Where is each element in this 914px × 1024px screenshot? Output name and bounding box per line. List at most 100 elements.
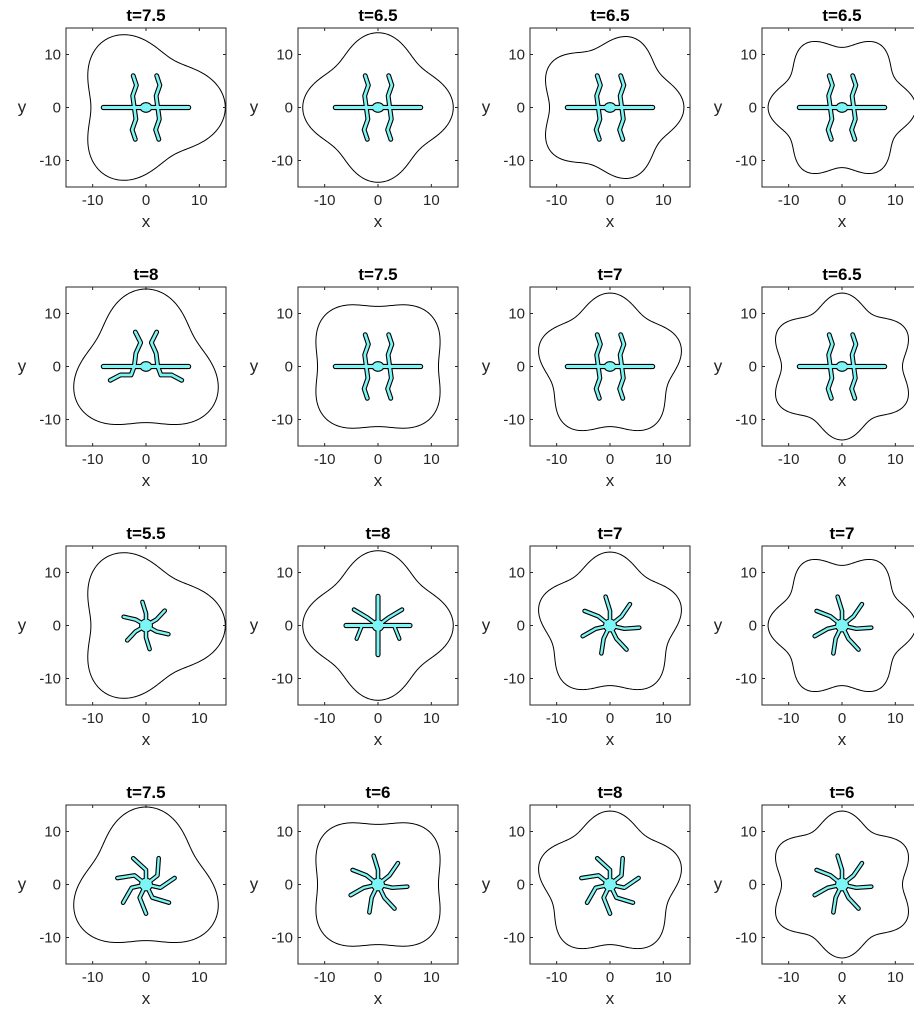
y-tick-label: 0 [53,359,61,376]
x-tick-label: 0 [838,710,846,727]
y-tick-label: 0 [517,100,525,117]
inner-crystal [579,855,641,916]
x-tick-label: 10 [423,710,440,727]
crystal-core [836,878,848,891]
plot-area [73,806,219,944]
x-axis-label: x [142,471,151,490]
outer-boundary-line [73,806,219,944]
crystal-core [140,878,152,891]
y-tick-label: -10 [735,153,757,170]
panel-14: t=6 -10 0 10 -10 0 10 x y [250,783,459,1008]
x-tick-label: 0 [374,192,382,209]
y-axis-label: y [250,875,259,894]
plot-area [73,288,219,426]
y-tick-label: -10 [503,153,525,170]
outer-boundary-line [315,304,441,429]
crystal-branch [595,74,602,109]
x-axis-label: x [838,471,847,490]
x-tick-label: -10 [82,192,104,209]
y-tick-label: 0 [53,877,61,894]
x-tick-label: 0 [374,710,382,727]
x-tick-label: 10 [655,451,672,468]
x-axis-label: x [606,212,615,231]
crystal-branch [149,330,160,368]
y-tick-label: 10 [44,824,61,841]
inner-crystal [796,73,888,142]
y-tick-label: 10 [276,47,293,64]
y-tick-label: 0 [517,359,525,376]
inner-crystal [100,329,192,383]
panel-title: t=6.5 [358,6,397,25]
x-tick-label: -10 [778,451,800,468]
x-tick-label: 10 [423,969,440,986]
outer-boundary-line [315,822,441,947]
outer-boundary-line [302,550,454,701]
x-tick-label: -10 [314,451,336,468]
y-tick-label: 0 [517,877,525,894]
y-axis-label: y [18,875,27,894]
x-tick-label: 0 [142,969,150,986]
x-tick-label: -10 [82,969,104,986]
outer-boundary-line [545,36,685,179]
panel-title: t=8 [133,265,158,284]
crystal-branch [386,106,393,141]
panel-4: t=6.5 -10 0 10 -10 0 10 x y [714,6,914,231]
x-tick-label: 10 [191,969,208,986]
y-axis-label: y [18,616,27,635]
panel-7: t=7 -10 0 10 -10 0 10 x y [482,265,691,490]
crystal-branch [850,106,857,141]
crystal-branch [362,365,370,400]
y-tick-label: 10 [44,47,61,64]
crystal-branch [850,74,858,109]
x-tick-label: 0 [838,451,846,468]
inner-crystal [121,599,171,652]
x-axis-label: x [838,212,847,231]
y-tick-label: -10 [271,153,293,170]
crystal-branch [618,333,626,368]
inner-crystal [580,594,642,656]
y-tick-label: 10 [508,306,525,323]
crystal-branch [362,106,370,141]
crystal-branch [618,74,626,109]
y-tick-label: -10 [735,930,757,947]
outer-boundary-line [87,552,226,699]
crystal-core [836,362,848,371]
crystal-core [604,878,616,891]
plot-area [545,36,685,179]
plot-area [538,292,682,432]
x-tick-label: 10 [191,192,208,209]
y-tick-label: -10 [39,671,61,688]
inner-crystal [812,853,874,915]
panel-5: t=8 -10 0 10 -10 0 10 x y [18,265,227,490]
plot-area [315,304,441,429]
plot-area [302,550,454,701]
x-tick-label: -10 [314,710,336,727]
x-tick-label: -10 [546,710,568,727]
crystal-branch [156,365,184,382]
outer-boundary-line [538,551,682,691]
x-tick-label: -10 [778,710,800,727]
panel-12: t=7 -10 0 10 -10 0 10 x y [714,524,914,749]
x-tick-label: 10 [191,710,208,727]
y-tick-label: 0 [517,618,525,635]
inner-crystal [348,853,410,915]
y-tick-label: 10 [276,824,293,841]
y-tick-label: -10 [503,930,525,947]
x-tick-label: 0 [142,451,150,468]
crystal-branch [130,106,138,141]
x-tick-label: 0 [606,969,614,986]
y-tick-label: 0 [285,877,293,894]
panel-title: t=6 [829,783,854,802]
y-tick-label: -10 [39,153,61,170]
x-tick-label: -10 [546,451,568,468]
outer-boundary-line [767,558,914,693]
y-tick-label: 0 [53,618,61,635]
x-tick-label: 10 [655,192,672,209]
crystal-branch [154,106,161,141]
y-tick-label: 10 [508,565,525,582]
x-axis-label: x [606,730,615,749]
panel-title: t=8 [597,783,622,802]
x-tick-label: 10 [423,451,440,468]
y-tick-label: 0 [53,100,61,117]
x-tick-label: -10 [546,192,568,209]
